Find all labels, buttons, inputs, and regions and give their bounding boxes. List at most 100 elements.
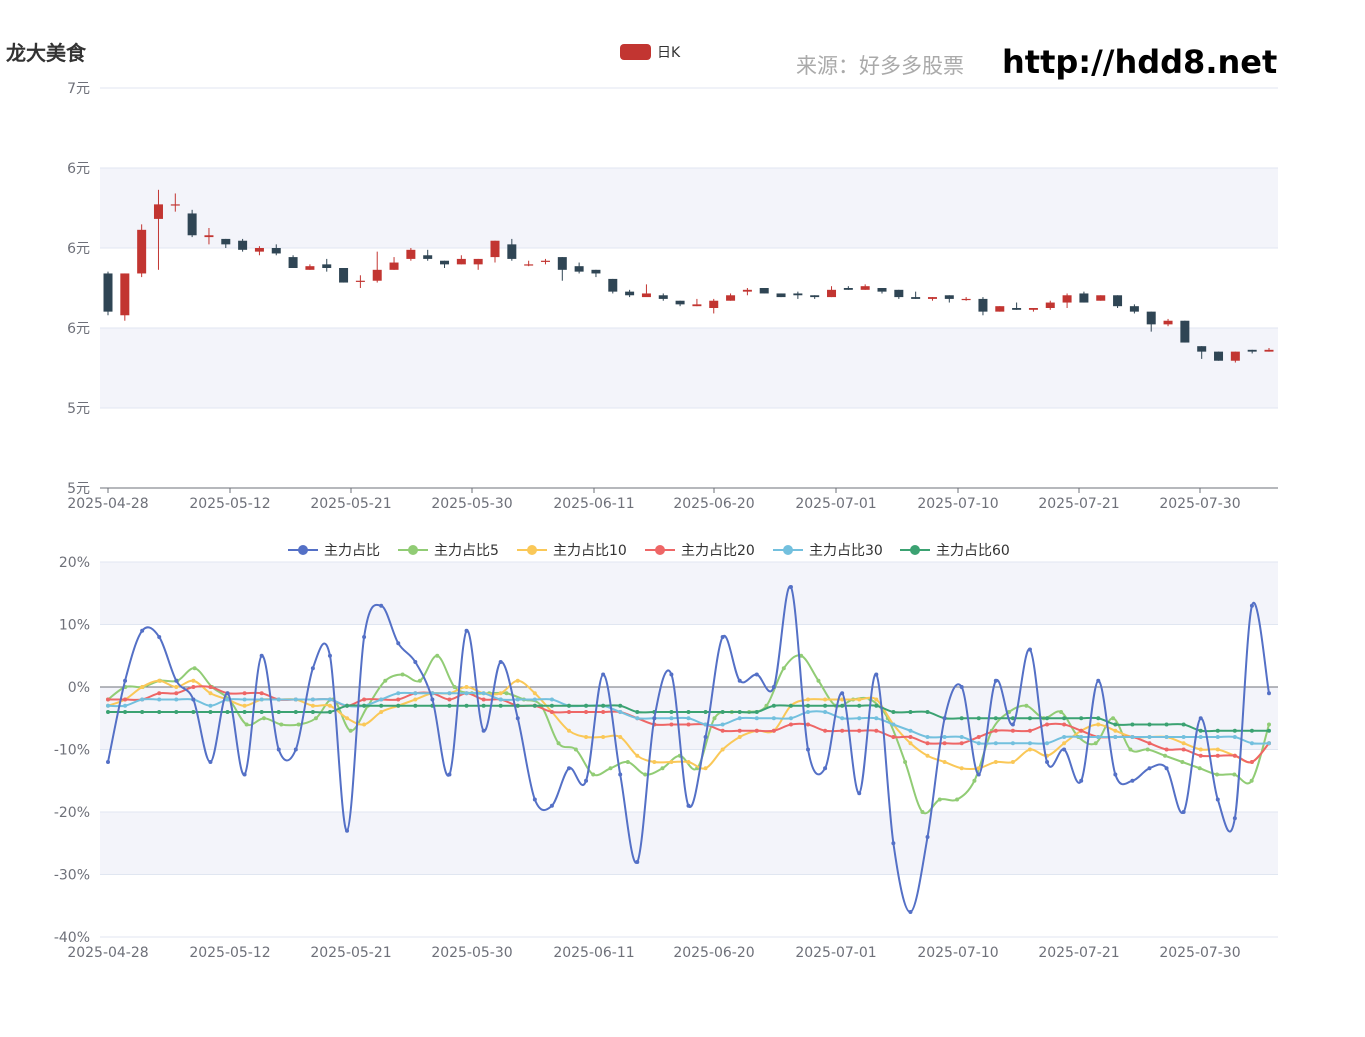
ratio-data-point (754, 710, 759, 714)
ratio-data-point (362, 697, 367, 702)
ratio-data-point (157, 697, 162, 702)
ratio-data-point (823, 703, 828, 708)
ratio-data-point (686, 803, 691, 808)
candle-body (658, 295, 668, 299)
ratio-data-point (123, 678, 128, 683)
ratio-data-point (703, 710, 708, 714)
ratio-data-point (276, 747, 281, 752)
kline-legend-swatch (620, 44, 651, 60)
ratio-data-point (1181, 741, 1186, 746)
candle-body (1230, 351, 1240, 361)
candle-body (1180, 320, 1190, 343)
candle-body (793, 293, 803, 296)
ratio-data-point (669, 760, 674, 764)
ratio-data-point (242, 703, 247, 708)
ratio-data-point (1130, 778, 1135, 783)
ratio-data-point (106, 710, 110, 714)
ratio-data-point (652, 760, 657, 764)
ratio-data-point (174, 691, 179, 696)
ratio-data-point (383, 678, 388, 683)
ratio-data-point (1062, 716, 1067, 721)
ratio-data-point (874, 716, 879, 721)
ratio-data-point (643, 772, 648, 777)
ratio-data-point (396, 697, 401, 702)
ratio-band (100, 562, 1278, 625)
ratio-data-point (972, 778, 977, 783)
ratio-data-point (618, 703, 623, 708)
ratio-data-point (686, 760, 691, 764)
ratio-data-point (1180, 760, 1185, 764)
ratio-data-point (1096, 716, 1101, 721)
ratio-data-point (737, 678, 742, 683)
ratio-data-point (823, 710, 828, 714)
kline-x-tick-label: 2025-07-30 (1159, 496, 1240, 512)
ratio-x-tick-label: 2025-07-01 (795, 945, 876, 961)
ratio-data-point (1232, 728, 1237, 733)
ratio-data-point (345, 828, 350, 833)
ratio-data-point (788, 585, 793, 589)
ratio-data-point (781, 666, 786, 671)
ratio-data-point (1267, 728, 1271, 733)
ratio-data-point (840, 703, 845, 708)
ratio-data-point (362, 703, 367, 708)
ratio-data-point (1096, 735, 1101, 739)
ratio-data-point (669, 672, 674, 677)
ratio-data-point (1232, 735, 1237, 739)
candle-body (507, 244, 517, 259)
ratio-data-point (1027, 647, 1032, 652)
ratio-data-point (1024, 703, 1029, 708)
ratio-data-point (566, 728, 571, 733)
ratio-data-point (584, 778, 589, 783)
ratio-legend[interactable]: 主力占比 主力占比5 主力占比10 主力占比20 主力占比30 主力占比60 (288, 543, 1010, 559)
ratio-data-point (754, 728, 759, 733)
ratio-data-point (737, 728, 742, 733)
ratio-data-point (259, 653, 264, 658)
ratio-y-tick-label: 0% (68, 680, 90, 696)
ratio-data-point (327, 710, 332, 714)
ratio-data-point (447, 697, 452, 702)
ratio-data-point (959, 685, 964, 689)
ratio-data-point (1267, 722, 1271, 727)
ratio-data-point (686, 710, 691, 714)
ratio-data-point (1215, 797, 1220, 802)
ratio-data-point (771, 703, 776, 708)
ratio-data-point (1128, 747, 1133, 752)
ratio-data-point (976, 741, 981, 746)
ratio-data-point (157, 678, 162, 683)
ratio-data-point (903, 760, 908, 764)
ratio-data-point (942, 741, 947, 746)
ratio-data-point (1249, 728, 1254, 733)
kline-band (100, 328, 1278, 408)
ratio-data-point (823, 766, 828, 771)
ratio-data-point (816, 678, 821, 683)
ratio-band (100, 812, 1278, 875)
ratio-legend-marker (783, 545, 793, 555)
ratio-data-point (259, 691, 264, 696)
candle-body (894, 289, 904, 298)
ratio-data-point (413, 660, 418, 664)
ratio-data-point (244, 722, 249, 727)
ratio-data-point (106, 703, 110, 708)
ratio-data-point (874, 703, 879, 708)
kline-legend[interactable]: 日K (620, 44, 681, 61)
ratio-data-point (296, 722, 301, 727)
candle-body (776, 293, 786, 298)
ratio-data-point (191, 710, 196, 714)
ratio-data-point (720, 722, 725, 727)
ratio-data-point (413, 697, 418, 702)
ratio-data-point (208, 685, 213, 689)
ratio-x-tick-label: 2025-07-30 (1159, 945, 1240, 961)
ratio-data-point (720, 710, 725, 714)
candle-body (440, 260, 450, 265)
candle-body (1079, 293, 1089, 303)
ratio-data-point (191, 678, 196, 683)
ratio-data-point (1045, 741, 1050, 746)
ratio-data-point (1027, 741, 1032, 746)
candle-body (877, 288, 887, 292)
candle-body (860, 286, 870, 290)
ratio-data-point (400, 672, 405, 677)
ratio-legend-label: 主力占比 (324, 543, 380, 559)
ratio-data-point (1147, 741, 1152, 746)
ratio-x-tick-label: 2025-07-21 (1038, 945, 1119, 961)
